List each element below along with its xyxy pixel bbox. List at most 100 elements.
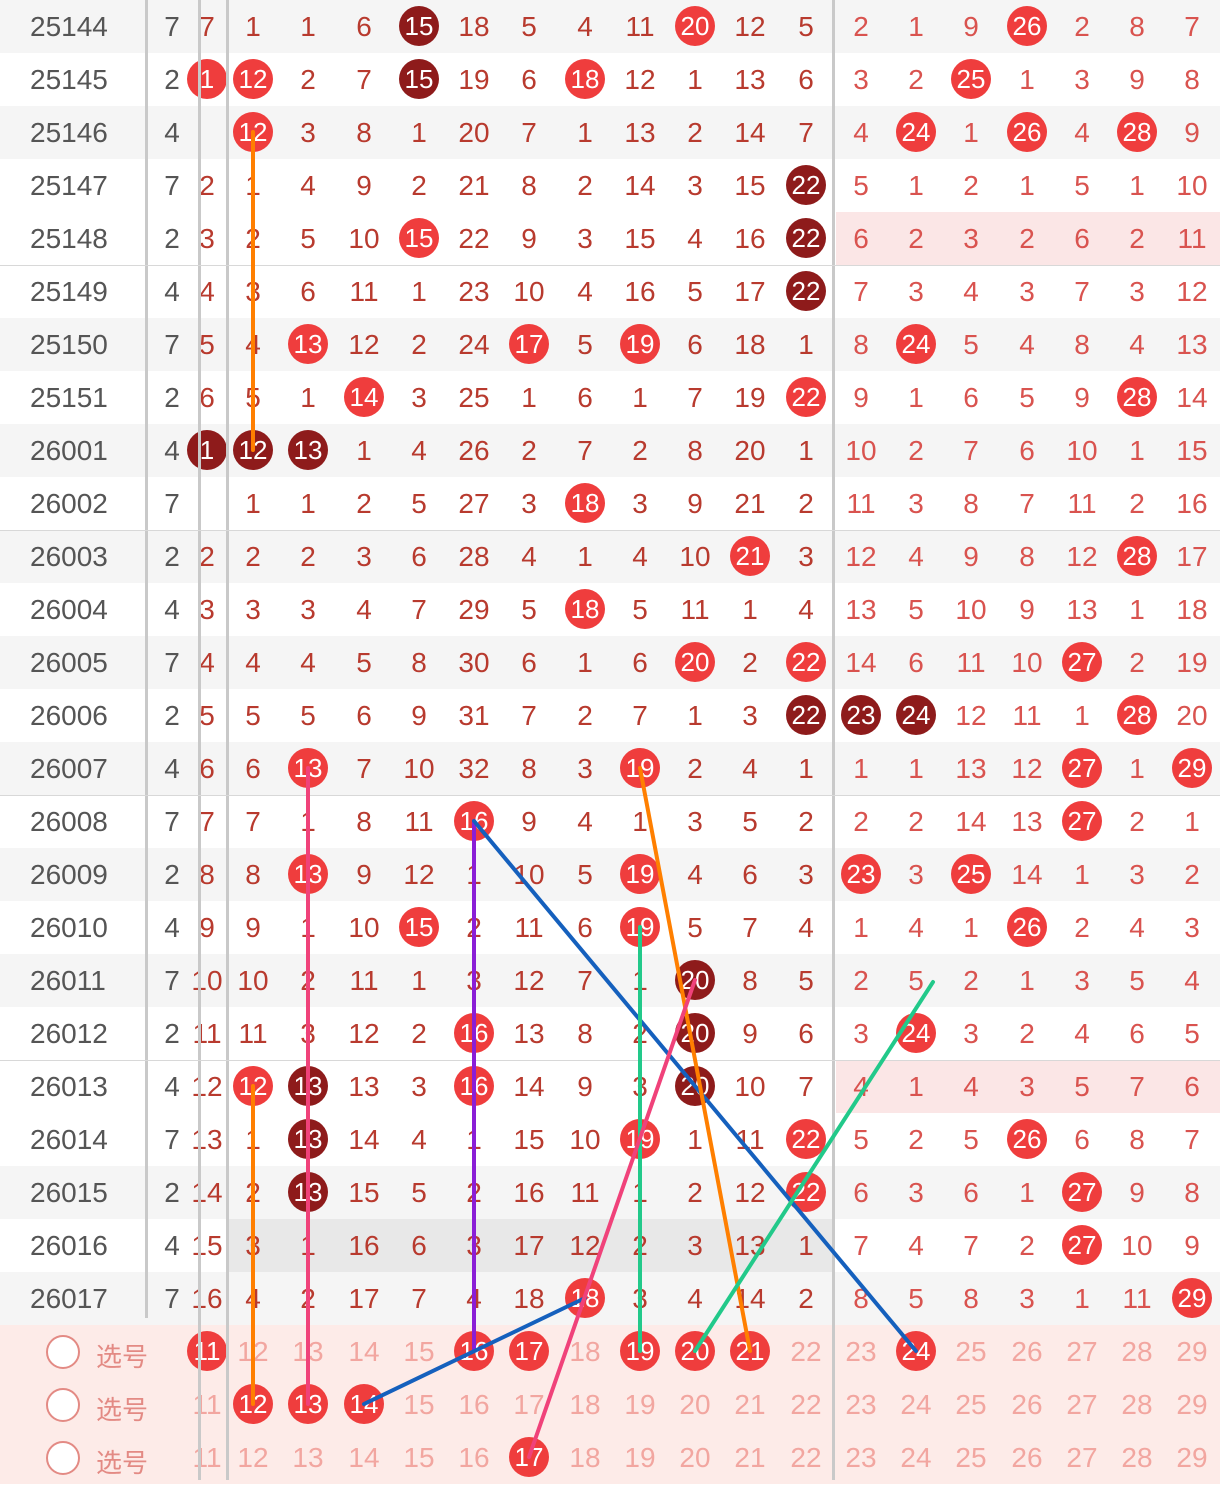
omission-cell: 1 <box>908 753 924 784</box>
selectable-number[interactable]: 29 <box>1176 1389 1208 1420</box>
selectable-number[interactable]: 23 <box>845 1336 877 1367</box>
selectable-number[interactable]: 23 <box>845 1389 877 1420</box>
omission-cell: 7 <box>411 594 427 625</box>
selectable-number[interactable]: 25 <box>955 1336 987 1367</box>
omission-cell: 12 <box>624 64 656 95</box>
omission-cell: 1 <box>1184 806 1200 837</box>
omission-cell: 4 <box>742 753 758 784</box>
omission-cell: 5 <box>199 700 215 731</box>
selectable-number[interactable]: 14 <box>348 1442 380 1473</box>
selectable-number[interactable]: 24 <box>900 1389 932 1420</box>
selectable-number[interactable]: 21 <box>734 1442 766 1473</box>
omission-cell: 15 <box>734 170 766 201</box>
pick-radio[interactable] <box>46 1388 80 1422</box>
selectable-number[interactable]: 27 <box>1066 1336 1098 1367</box>
number-ball: 12 <box>233 59 273 99</box>
selected-number-ball[interactable]: 11 <box>187 1331 227 1371</box>
selectable-number[interactable]: 20 <box>679 1389 711 1420</box>
selectable-number[interactable]: 29 <box>1176 1442 1208 1473</box>
selectable-number[interactable]: 24 <box>900 1442 932 1473</box>
omission-cell: 2 <box>853 806 869 837</box>
selectable-number[interactable]: 18 <box>569 1389 601 1420</box>
number-ball: 22 <box>786 165 826 205</box>
selectable-number[interactable]: 19 <box>624 1442 656 1473</box>
omission-cell: 3 <box>356 541 372 572</box>
selectable-number[interactable]: 22 <box>790 1389 822 1420</box>
omission-cell: 7 <box>742 912 758 943</box>
omission-cell: 4 <box>356 594 372 625</box>
selectable-number[interactable]: 25 <box>955 1389 987 1420</box>
selectable-number[interactable]: 17 <box>513 1389 545 1420</box>
selectable-number[interactable]: 28 <box>1121 1336 1153 1367</box>
omission-cell: 26 <box>458 435 490 466</box>
selectable-number[interactable]: 26 <box>1011 1442 1043 1473</box>
omission-cell: 11 <box>349 965 379 996</box>
selectable-number[interactable]: 21 <box>734 1389 766 1420</box>
omission-cell: 3 <box>853 1018 869 1049</box>
omission-cell: 9 <box>1184 117 1200 148</box>
number-ball: 22 <box>786 377 826 417</box>
selectable-number[interactable]: 26 <box>1011 1336 1043 1367</box>
omission-cell: 3 <box>1019 1283 1035 1314</box>
pick-label[interactable]: 选号 <box>96 1395 149 1425</box>
selectable-number[interactable]: 12 <box>237 1442 269 1473</box>
omission-cell: 7 <box>1184 11 1200 42</box>
omission-cell: 16 <box>513 1177 545 1208</box>
omission-cell: 8 <box>356 117 372 148</box>
selectable-number[interactable]: 29 <box>1176 1336 1208 1367</box>
selectable-number[interactable]: 27 <box>1066 1389 1098 1420</box>
omission-cell: 3 <box>300 117 316 148</box>
selected-number-ball[interactable]: 17 <box>509 1331 549 1371</box>
selectable-number[interactable]: 15 <box>403 1336 435 1367</box>
selectable-number[interactable]: 16 <box>458 1389 490 1420</box>
selectable-number[interactable]: 13 <box>292 1442 324 1473</box>
highlight-block <box>836 1060 1220 1113</box>
omission-cell: 1 <box>411 276 427 307</box>
selectable-number[interactable]: 20 <box>679 1442 711 1473</box>
omission-cell: 2 <box>908 223 924 254</box>
omission-cell: 2 <box>798 806 814 837</box>
selectable-number[interactable]: 22 <box>790 1336 822 1367</box>
table-row: 251477214922182143152251215110 <box>0 159 1220 212</box>
omission-cell: 2 <box>411 1018 427 1049</box>
pick-radio[interactable] <box>46 1335 80 1369</box>
omission-cell: 13 <box>955 753 987 784</box>
pick-label[interactable]: 选号 <box>96 1448 149 1478</box>
selectable-number[interactable]: 23 <box>845 1442 877 1473</box>
selectable-number[interactable]: 28 <box>1121 1442 1153 1473</box>
omission-cell: 1 <box>245 11 261 42</box>
pick-label[interactable]: 选号 <box>96 1342 149 1372</box>
table-row: 25148232510152293154162262326211 <box>0 212 1220 265</box>
selectable-number[interactable]: 11 <box>192 1389 222 1420</box>
sum-cell: 4 <box>164 753 180 784</box>
selectable-number[interactable]: 19 <box>624 1389 656 1420</box>
selectable-number[interactable]: 18 <box>569 1442 601 1473</box>
selectable-number[interactable]: 18 <box>569 1336 601 1367</box>
omission-cell: 5 <box>742 806 758 837</box>
omission-cell: 1 <box>798 435 814 466</box>
selectable-number[interactable]: 28 <box>1121 1389 1153 1420</box>
selectable-number[interactable]: 15 <box>403 1389 435 1420</box>
omission-cell: 10 <box>348 912 380 943</box>
omission-cell: 24 <box>458 329 490 360</box>
omission-cell: 12 <box>955 700 987 731</box>
omission-cell: 3 <box>742 700 758 731</box>
omission-cell: 3 <box>687 1230 703 1261</box>
selectable-number[interactable]: 22 <box>790 1442 822 1473</box>
sum-cell: 7 <box>164 806 180 837</box>
selectable-number[interactable]: 16 <box>458 1442 490 1473</box>
omission-cell: 9 <box>687 488 703 519</box>
selectable-number[interactable]: 27 <box>1066 1442 1098 1473</box>
pick-radio[interactable] <box>46 1441 80 1475</box>
period-cell: 26006 <box>30 700 108 731</box>
omission-cell: 2 <box>199 541 215 572</box>
selectable-number[interactable]: 15 <box>403 1442 435 1473</box>
selectable-number[interactable]: 26 <box>1011 1389 1043 1420</box>
selectable-number[interactable]: 25 <box>955 1442 987 1473</box>
omission-cell: 3 <box>853 64 869 95</box>
selectable-number[interactable]: 11 <box>192 1442 222 1473</box>
selectable-number[interactable]: 14 <box>348 1336 380 1367</box>
group-divider <box>0 265 1220 266</box>
omission-cell: 7 <box>853 1230 869 1261</box>
period-cell: 26003 <box>30 541 108 572</box>
